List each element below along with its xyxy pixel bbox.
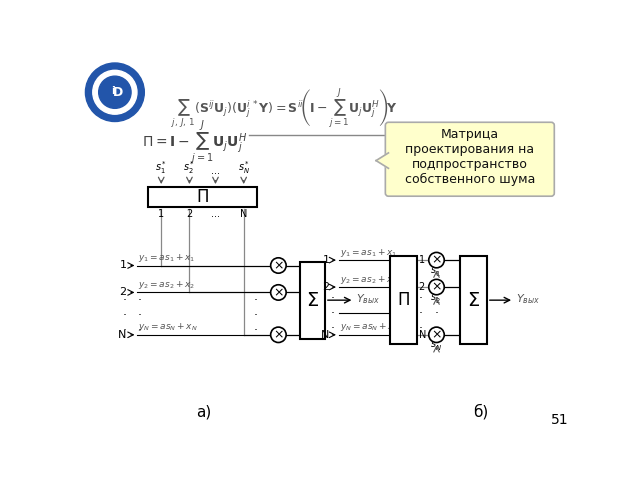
Text: 2: 2 [120, 288, 127, 298]
Text: а): а) [196, 404, 212, 419]
Circle shape [271, 258, 286, 273]
Text: ...: ... [211, 209, 220, 219]
Bar [390, 256, 417, 345]
Text: $y_2=as_2+x_2$: $y_2=as_2+x_2$ [340, 274, 397, 286]
Text: ·
·
·: · · · [331, 292, 335, 335]
Text: ...: ... [211, 166, 220, 176]
Text: $\Pi=\mathbf{I}-\sum_{j=1}^{J}\mathbf{U}_{j}\mathbf{U}_{j}^{H}$: $\Pi=\mathbf{I}-\sum_{j=1}^{J}\mathbf{U}… [142, 118, 248, 166]
Text: $s_2^*$: $s_2^*$ [431, 289, 442, 306]
Text: $\times$: $\times$ [273, 328, 284, 341]
Text: $s_N^*$: $s_N^*$ [431, 336, 442, 353]
Text: ·
·
·: · · · [122, 294, 127, 337]
Text: 1: 1 [158, 209, 164, 219]
Text: ·
·
·: · · · [435, 292, 438, 335]
Circle shape [271, 327, 286, 343]
Circle shape [429, 327, 444, 343]
Text: $Y_{вых}$: $Y_{вых}$ [516, 292, 540, 305]
Text: ·
·
·: · · · [138, 294, 141, 337]
Text: N: N [419, 330, 426, 340]
Text: 1: 1 [323, 255, 330, 265]
Polygon shape [376, 153, 388, 168]
Text: $\Sigma$: $\Sigma$ [467, 291, 480, 310]
Text: $\Pi$: $\Pi$ [397, 291, 410, 309]
Text: $\sum_{j,\,J,\,1}(\mathbf{S}^{ij}\mathbf{U}_{j})(\mathbf{U}_{j}^{i\,*}\mathbf{Y}: $\sum_{j,\,J,\,1}(\mathbf{S}^{ij}\mathbf… [172, 87, 398, 131]
Circle shape [93, 70, 137, 114]
Text: N: N [240, 209, 248, 219]
Text: 1: 1 [120, 261, 127, 271]
Text: 51: 51 [550, 413, 568, 427]
Text: 2: 2 [186, 209, 193, 219]
Circle shape [99, 76, 131, 108]
Text: ·
·
·: · · · [419, 292, 422, 335]
Text: $y_N=as_N+x_N$: $y_N=as_N+x_N$ [138, 321, 198, 333]
Text: $s_2^*$: $s_2^*$ [184, 159, 195, 176]
Text: $\times$: $\times$ [431, 253, 442, 266]
Text: $\times$: $\times$ [431, 280, 442, 294]
Text: N: N [321, 330, 330, 340]
Text: $s_1^*$: $s_1^*$ [431, 262, 442, 278]
Text: $\times$: $\times$ [273, 259, 284, 272]
Text: Матрица
проектирования на
подпространство
собственного шума: Матрица проектирования на подпространств… [404, 128, 535, 186]
Circle shape [429, 252, 444, 268]
Text: $s_N^*$: $s_N^*$ [237, 159, 250, 176]
Text: $\Pi$: $\Pi$ [196, 188, 209, 206]
Circle shape [271, 285, 286, 300]
Text: 2: 2 [419, 282, 425, 292]
Text: $\times$: $\times$ [431, 328, 442, 341]
Text: $s_1^*$: $s_1^*$ [155, 159, 167, 176]
Circle shape [429, 279, 444, 295]
Text: $\times$: $\times$ [273, 286, 284, 299]
Text: i: i [111, 86, 115, 96]
Circle shape [85, 63, 145, 121]
Text: $\Sigma$: $\Sigma$ [306, 291, 319, 310]
Text: $y_N=as_N+x_N$: $y_N=as_N+x_N$ [340, 321, 399, 333]
Text: ·
·
·: · · · [253, 294, 257, 337]
Text: 2: 2 [323, 282, 330, 292]
Text: $Y_{вых}$: $Y_{вых}$ [356, 292, 380, 305]
Bar [148, 187, 257, 207]
Text: $y_2=as_2+x_2$: $y_2=as_2+x_2$ [138, 279, 195, 291]
FancyBboxPatch shape [385, 122, 554, 196]
Text: D: D [113, 86, 123, 99]
Text: $y_1=as_1+x_1$: $y_1=as_1+x_1$ [138, 252, 195, 264]
Text: $y_1=as_1+x_1$: $y_1=as_1+x_1$ [340, 247, 397, 259]
Text: 1: 1 [419, 255, 425, 265]
Text: N: N [118, 330, 127, 340]
Bar [300, 262, 325, 339]
Bar [460, 256, 487, 345]
Text: б): б) [473, 404, 488, 420]
